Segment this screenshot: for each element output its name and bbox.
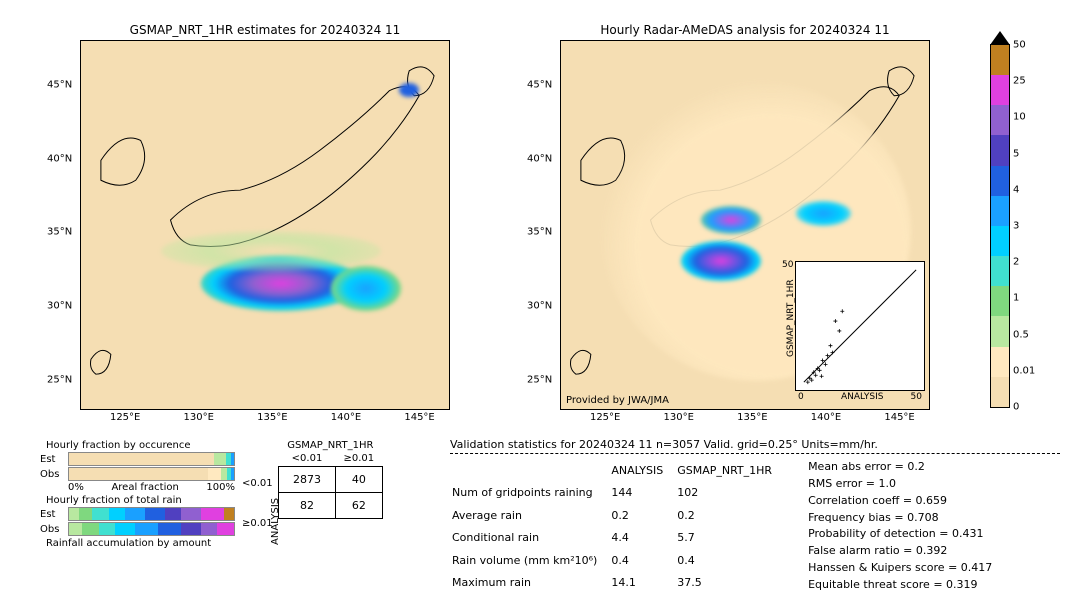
map-right-title: Hourly Radar-AMeDAS analysis for 2024032… [561,23,929,37]
coastline-left [81,41,449,409]
colorbar: 00.010.512345102550 [990,44,1010,408]
precip-blob [681,241,761,281]
precip-blob [399,83,419,97]
ct-cell: 2873 [279,467,336,493]
validation-title: Validation statistics for 20240324 11 n=… [450,438,1060,451]
ct-cell: 40 [336,467,383,493]
accum-title: Rainfall accumulation by amount [46,538,235,549]
rain-est-row: Est [40,507,235,521]
validation-panel: Validation statistics for 20240324 11 n=… [450,438,1060,595]
rain-obs-row: Obs [40,522,235,536]
ytick: 35°N [47,227,72,238]
rain-title: Hourly fraction of total rain [46,495,235,506]
precip-blob [701,206,761,234]
xtick: 125°E [590,412,620,423]
fraction-bars-panel: Hourly fraction by occurence Est Obs 0% … [40,438,235,550]
scatter-inset: ANALYSIS GSMAP_NRT_1HR 0 50 50 [795,261,925,391]
xtick: 135°E [737,412,767,423]
xtick: 130°E [184,412,214,423]
map-right: Hourly Radar-AMeDAS analysis for 2024032… [560,40,930,410]
ytick: 40°N [527,153,552,164]
contingency-table: <0.01≥0.01 287340 8262 [278,451,383,519]
xtick: 125°E [110,412,140,423]
ytick: 25°N [527,374,552,385]
ytick: 30°N [47,300,72,311]
validation-table: ANALYSISGSMAP_NRT_1HR Num of gridpoints … [450,458,786,595]
xtick: 135°E [257,412,287,423]
ytick: 35°N [527,227,552,238]
xtick: 145°E [404,412,434,423]
precip-blob [331,266,401,311]
ytick: 40°N [47,153,72,164]
map-left: GSMAP_NRT_1HR estimates for 20240324 11 … [80,40,450,410]
xtick: 130°E [664,412,694,423]
ct-col-header: GSMAP_NRT_1HR [278,440,383,451]
divider [450,453,1060,454]
occ-title: Hourly fraction by occurence [46,440,235,451]
colorbar-arrow-icon [990,31,1010,45]
ytick: 30°N [527,300,552,311]
ytick: 45°N [527,80,552,91]
scatter-plot [796,262,924,390]
xtick: 145°E [884,412,914,423]
xtick: 140°E [811,412,841,423]
precip-blob [161,231,381,271]
xtick: 140°E [331,412,361,423]
map-left-title: GSMAP_NRT_1HR estimates for 20240324 11 [81,23,449,37]
provider-label: Provided by JWA/JMA [566,395,669,406]
precip-blob [796,201,851,226]
occ-obs-row: Obs [40,467,235,481]
ytick: 25°N [47,374,72,385]
scatter-xlabel: ANALYSIS [841,392,883,402]
ct-cell: 62 [336,493,383,519]
metrics-list: Mean abs error = 0.2 RMS error = 1.0 Cor… [806,458,994,595]
scatter-ylabel: GSMAP_NRT_1HR [786,279,796,357]
contingency-panel: GSMAP_NRT_1HR <0.01≥0.01 287340 8262 ANA… [258,440,383,519]
ct-cell: 82 [279,493,336,519]
ytick: 45°N [47,80,72,91]
occ-est-row: Est [40,452,235,466]
